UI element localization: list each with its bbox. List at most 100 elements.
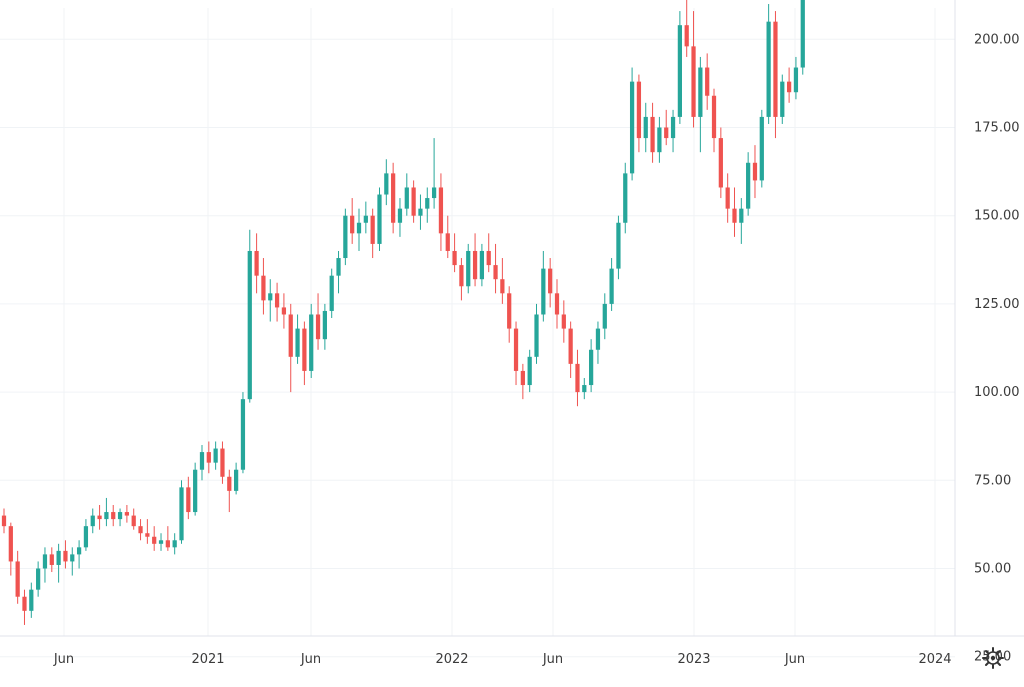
candle bbox=[315, 293, 321, 350]
candle bbox=[664, 109, 669, 146]
x-tick-label: 2023 bbox=[677, 652, 710, 667]
candle bbox=[370, 208, 375, 259]
x-tick-label: 2024 bbox=[918, 652, 951, 667]
candle-body bbox=[650, 116, 655, 153]
candle-body bbox=[623, 173, 628, 223]
candle-body bbox=[36, 568, 41, 590]
candle-body bbox=[636, 81, 642, 139]
candle-body bbox=[657, 127, 662, 153]
candle bbox=[111, 504, 116, 527]
candle bbox=[76, 540, 82, 569]
candle bbox=[254, 233, 259, 294]
settings-gear-icon[interactable] bbox=[982, 647, 1004, 669]
candle-body bbox=[493, 265, 498, 280]
candle bbox=[609, 258, 614, 311]
candle bbox=[274, 282, 280, 322]
candle bbox=[404, 173, 409, 216]
x-axis[interactable]: Jun 2021 Jun 2022 Jun 2023 Jun 2024 bbox=[53, 652, 952, 667]
candle bbox=[49, 547, 54, 573]
candle bbox=[739, 198, 744, 244]
candle bbox=[636, 74, 642, 153]
candle-body bbox=[404, 187, 409, 209]
candle-body bbox=[725, 187, 730, 209]
candle bbox=[766, 4, 771, 124]
candle-body bbox=[370, 215, 375, 244]
candle-body bbox=[780, 81, 785, 117]
candle-body bbox=[595, 328, 601, 350]
candle bbox=[438, 173, 444, 251]
candle-body bbox=[589, 349, 594, 386]
candle-body bbox=[49, 554, 54, 565]
candle bbox=[773, 11, 778, 139]
candle-body bbox=[329, 275, 334, 311]
candle-body bbox=[466, 250, 471, 287]
candle-body bbox=[746, 162, 751, 209]
candle-body bbox=[684, 25, 689, 47]
candle-body bbox=[582, 385, 587, 393]
candle bbox=[650, 102, 655, 163]
candle-body bbox=[513, 328, 519, 371]
x-tick-label: Jun bbox=[542, 652, 563, 667]
candle-body bbox=[554, 293, 560, 315]
candles bbox=[1, 0, 805, 625]
candle-body bbox=[206, 452, 211, 463]
candle-body bbox=[541, 268, 546, 315]
candle bbox=[322, 303, 327, 350]
candle bbox=[513, 321, 519, 386]
candle bbox=[97, 504, 102, 530]
candle bbox=[493, 243, 498, 294]
y-axis[interactable]: 25.0050.0075.00100.00125.00150.00175.002… bbox=[962, 0, 1022, 665]
candle-body bbox=[629, 81, 635, 174]
candle bbox=[302, 321, 307, 386]
candle bbox=[350, 198, 355, 244]
candle-body bbox=[152, 536, 157, 544]
candle-body bbox=[1, 515, 7, 527]
candle-body bbox=[411, 187, 416, 216]
candle bbox=[684, 0, 689, 57]
candle-body bbox=[261, 275, 266, 301]
candle bbox=[718, 127, 723, 199]
candle-body bbox=[548, 268, 553, 294]
candle-body bbox=[425, 198, 430, 209]
candle-body bbox=[759, 116, 764, 181]
candle-body bbox=[309, 314, 314, 371]
candle-body bbox=[315, 314, 321, 340]
candle bbox=[391, 162, 396, 234]
candle bbox=[288, 303, 293, 393]
candle-body bbox=[336, 258, 341, 276]
candle bbox=[36, 561, 41, 597]
candle-body bbox=[83, 526, 89, 548]
candle bbox=[186, 476, 191, 520]
candle bbox=[752, 145, 758, 199]
candle-body bbox=[397, 208, 403, 223]
candle bbox=[384, 159, 389, 206]
candle bbox=[732, 187, 737, 237]
candle-body bbox=[117, 512, 123, 520]
candle-body bbox=[186, 487, 191, 513]
candle-body bbox=[698, 67, 703, 117]
candle bbox=[561, 300, 566, 343]
candle bbox=[138, 519, 143, 541]
candle-body bbox=[76, 547, 82, 555]
candle-body bbox=[670, 116, 676, 139]
candle-body bbox=[575, 363, 580, 393]
candle-body bbox=[561, 314, 566, 329]
y-tick-label: 175.00 bbox=[974, 121, 1020, 136]
candle bbox=[582, 377, 587, 400]
candle-body bbox=[500, 279, 505, 294]
candle bbox=[418, 194, 423, 230]
candle bbox=[377, 187, 382, 251]
candle bbox=[711, 88, 717, 153]
y-tick-label: 150.00 bbox=[974, 209, 1020, 224]
candle bbox=[295, 314, 300, 364]
candle-body bbox=[145, 533, 150, 537]
candle bbox=[643, 102, 648, 153]
candle bbox=[193, 462, 198, 516]
candle bbox=[56, 543, 61, 583]
candle bbox=[459, 258, 464, 301]
candle-body bbox=[677, 25, 682, 117]
candle-body bbox=[773, 21, 778, 117]
candle bbox=[240, 392, 246, 474]
candle bbox=[800, 0, 805, 75]
